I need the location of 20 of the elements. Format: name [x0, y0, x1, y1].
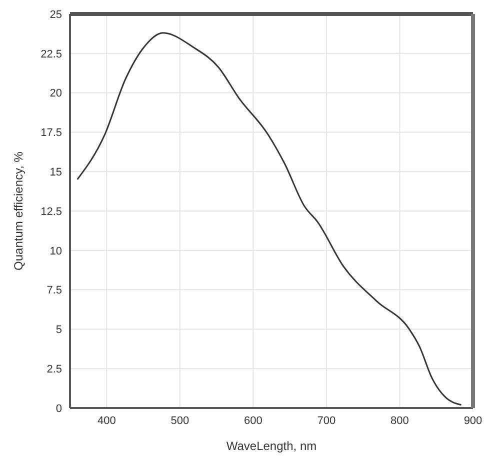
y-tick-label: 20	[50, 88, 62, 100]
y-tick-label: 17.5	[40, 127, 62, 140]
y-tick-label: 5	[56, 324, 62, 336]
y-tick-label: 12.5	[40, 206, 62, 218]
y-tick-label: 7.5	[46, 284, 62, 297]
y-tick-label: 15	[50, 166, 62, 179]
x-tick-label: 400	[97, 414, 116, 427]
x-tick-label: 600	[244, 414, 262, 427]
x-tick-label: 700	[317, 414, 336, 427]
x-axis-title: WaveLength, nm	[226, 439, 317, 453]
y-tick-label: 2.5	[46, 364, 62, 376]
x-tick-label: 500	[170, 414, 190, 427]
x-tick-label: 800	[390, 414, 409, 427]
y-axis-title: Quantum efficiency, %	[11, 151, 26, 270]
y-tick-label: 0	[56, 402, 62, 415]
y-tick-label: 25	[50, 8, 62, 21]
y-tick-label: 22.5	[40, 48, 62, 60]
x-tick-label: 900	[464, 414, 482, 427]
line-series	[76, 32, 462, 406]
y-tick-label: 10	[50, 245, 62, 258]
